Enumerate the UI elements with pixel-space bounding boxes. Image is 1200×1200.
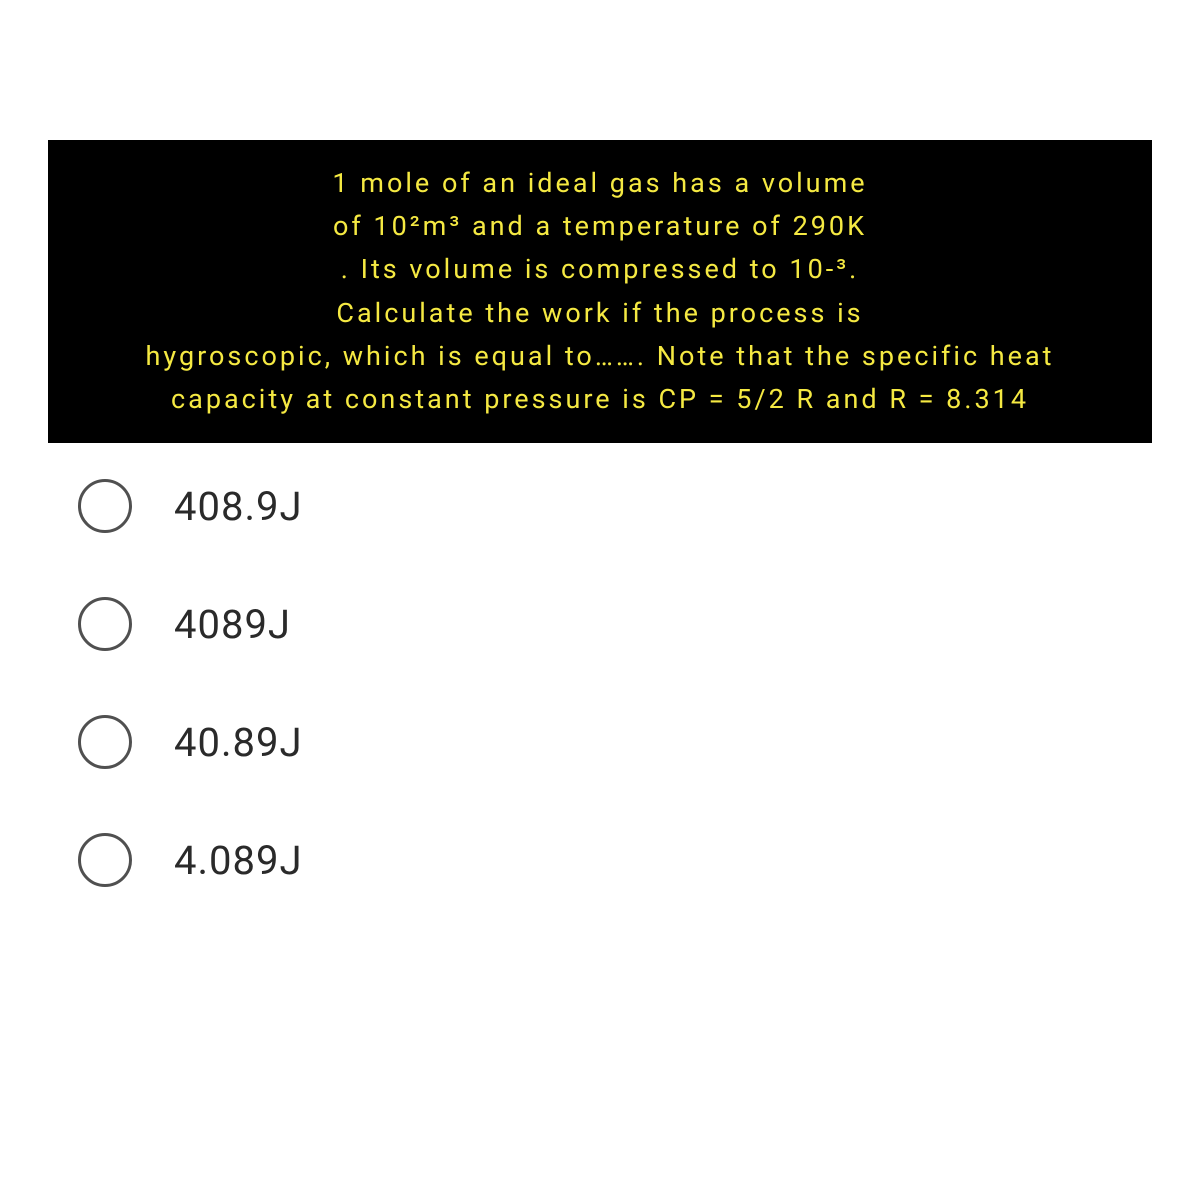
radio-icon	[78, 597, 132, 651]
options-container: 408.9J 4089J 40.89J 4.089J	[48, 443, 1152, 887]
question-box: 1 mole of an ideal gas has a volume of 1…	[48, 140, 1152, 443]
option-row-3[interactable]: 40.89J	[78, 715, 1152, 769]
option-label: 408.9J	[174, 483, 303, 530]
question-line: . Its volume is compressed to 10-³.	[76, 248, 1124, 291]
radio-icon	[78, 715, 132, 769]
option-row-2[interactable]: 4089J	[78, 597, 1152, 651]
option-row-4[interactable]: 4.089J	[78, 833, 1152, 887]
option-label: 4.089J	[174, 837, 303, 884]
question-line: of 10²m³ and a temperature of 290K	[76, 205, 1124, 248]
question-line: hygroscopic, which is equal to……. Note t…	[76, 335, 1124, 378]
question-line: Calculate the work if the process is	[76, 292, 1124, 335]
option-label: 4089J	[174, 601, 291, 648]
question-line: 1 mole of an ideal gas has a volume	[76, 162, 1124, 205]
radio-icon	[78, 833, 132, 887]
radio-icon	[78, 479, 132, 533]
question-line: capacity at constant pressure is CP = 5/…	[76, 378, 1124, 421]
option-label: 40.89J	[174, 719, 303, 766]
option-row-1[interactable]: 408.9J	[78, 479, 1152, 533]
